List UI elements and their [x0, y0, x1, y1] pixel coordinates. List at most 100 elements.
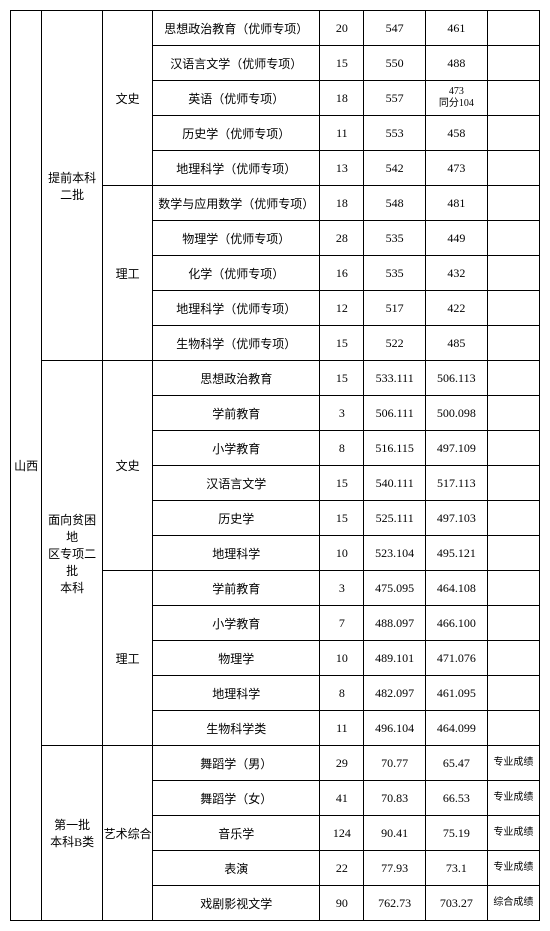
major-cell: 地理科学（优师专项）: [153, 291, 320, 326]
score2-cell: 517.113: [426, 466, 488, 501]
major-cell: 英语（优师专项）: [153, 81, 320, 116]
score1-cell: 70.83: [364, 781, 426, 816]
note-cell: [487, 396, 539, 431]
count-cell: 29: [320, 746, 364, 781]
major-cell: 历史学: [153, 501, 320, 536]
score2-cell: 481: [426, 186, 488, 221]
count-cell: 18: [320, 186, 364, 221]
major-cell: 舞蹈学（女）: [153, 781, 320, 816]
note-cell: [487, 676, 539, 711]
score1-cell: 762.73: [364, 886, 426, 921]
major-cell: 数学与应用数学（优师专项）: [153, 186, 320, 221]
major-cell: 生物科学（优师专项）: [153, 326, 320, 361]
count-cell: 15: [320, 501, 364, 536]
note-cell: [487, 326, 539, 361]
score1-cell: 523.104: [364, 536, 426, 571]
batch-cell: 面向贫困地区专项二批本科: [42, 361, 103, 746]
score1-cell: 522: [364, 326, 426, 361]
score2-cell: 449: [426, 221, 488, 256]
count-cell: 3: [320, 396, 364, 431]
note-cell: 综合成绩: [487, 886, 539, 921]
score1-cell: 550: [364, 46, 426, 81]
count-cell: 90: [320, 886, 364, 921]
score1-cell: 516.115: [364, 431, 426, 466]
count-cell: 15: [320, 466, 364, 501]
score2-cell: 66.53: [426, 781, 488, 816]
score1-cell: 77.93: [364, 851, 426, 886]
count-cell: 3: [320, 571, 364, 606]
category-cell: 文史: [102, 361, 152, 571]
note-cell: [487, 536, 539, 571]
note-cell: [487, 46, 539, 81]
score2-cell: 473: [426, 151, 488, 186]
category-cell: 艺术综合: [102, 746, 152, 921]
score1-cell: 90.41: [364, 816, 426, 851]
count-cell: 28: [320, 221, 364, 256]
category-cell: 理工: [102, 571, 152, 746]
score2-cell: 506.113: [426, 361, 488, 396]
count-cell: 11: [320, 116, 364, 151]
note-cell: [487, 501, 539, 536]
note-cell: 专业成绩: [487, 816, 539, 851]
score1-cell: 547: [364, 11, 426, 46]
score1-cell: 496.104: [364, 711, 426, 746]
score1-cell: 525.111: [364, 501, 426, 536]
score1-cell: 535: [364, 221, 426, 256]
major-cell: 物理学（优师专项）: [153, 221, 320, 256]
count-cell: 8: [320, 431, 364, 466]
score1-cell: 535: [364, 256, 426, 291]
count-cell: 13: [320, 151, 364, 186]
major-cell: 汉语言文学（优师专项）: [153, 46, 320, 81]
note-cell: [487, 151, 539, 186]
score1-cell: 506.111: [364, 396, 426, 431]
major-cell: 音乐学: [153, 816, 320, 851]
note-cell: [487, 81, 539, 116]
table-row: 面向贫困地区专项二批本科文史思想政治教育15533.111506.113: [11, 361, 540, 396]
score2-cell: 458: [426, 116, 488, 151]
note-cell: [487, 641, 539, 676]
score1-cell: 488.097: [364, 606, 426, 641]
score1-cell: 553: [364, 116, 426, 151]
score2-cell: 500.098: [426, 396, 488, 431]
score2-cell: 464.108: [426, 571, 488, 606]
table-row: 第一批本科B类艺术综合舞蹈学（男）2970.7765.47专业成绩: [11, 746, 540, 781]
major-cell: 学前教育: [153, 571, 320, 606]
note-cell: [487, 571, 539, 606]
score2-cell: 703.27: [426, 886, 488, 921]
score2-cell: 488: [426, 46, 488, 81]
count-cell: 18: [320, 81, 364, 116]
score2-cell: 432: [426, 256, 488, 291]
count-cell: 15: [320, 46, 364, 81]
score2-cell: 466.100: [426, 606, 488, 641]
score1-cell: 548: [364, 186, 426, 221]
count-cell: 16: [320, 256, 364, 291]
count-cell: 15: [320, 361, 364, 396]
major-cell: 地理科学: [153, 536, 320, 571]
score1-cell: 70.77: [364, 746, 426, 781]
score2-cell: 473同分104: [426, 81, 488, 116]
note-cell: [487, 466, 539, 501]
score1-cell: 533.111: [364, 361, 426, 396]
score1-cell: 557: [364, 81, 426, 116]
major-cell: 生物科学类: [153, 711, 320, 746]
count-cell: 41: [320, 781, 364, 816]
score2-cell: 495.121: [426, 536, 488, 571]
note-cell: [487, 711, 539, 746]
note-cell: [487, 606, 539, 641]
count-cell: 10: [320, 536, 364, 571]
category-cell: 理工: [102, 186, 152, 361]
count-cell: 11: [320, 711, 364, 746]
major-cell: 化学（优师专项）: [153, 256, 320, 291]
note-cell: [487, 291, 539, 326]
note-cell: [487, 256, 539, 291]
score2-cell: 75.19: [426, 816, 488, 851]
category-cell: 文史: [102, 11, 152, 186]
count-cell: 15: [320, 326, 364, 361]
major-cell: 舞蹈学（男）: [153, 746, 320, 781]
score2-cell: 422: [426, 291, 488, 326]
score2-cell: 485: [426, 326, 488, 361]
score1-cell: 489.101: [364, 641, 426, 676]
major-cell: 历史学（优师专项）: [153, 116, 320, 151]
note-cell: [487, 11, 539, 46]
score1-cell: 482.097: [364, 676, 426, 711]
